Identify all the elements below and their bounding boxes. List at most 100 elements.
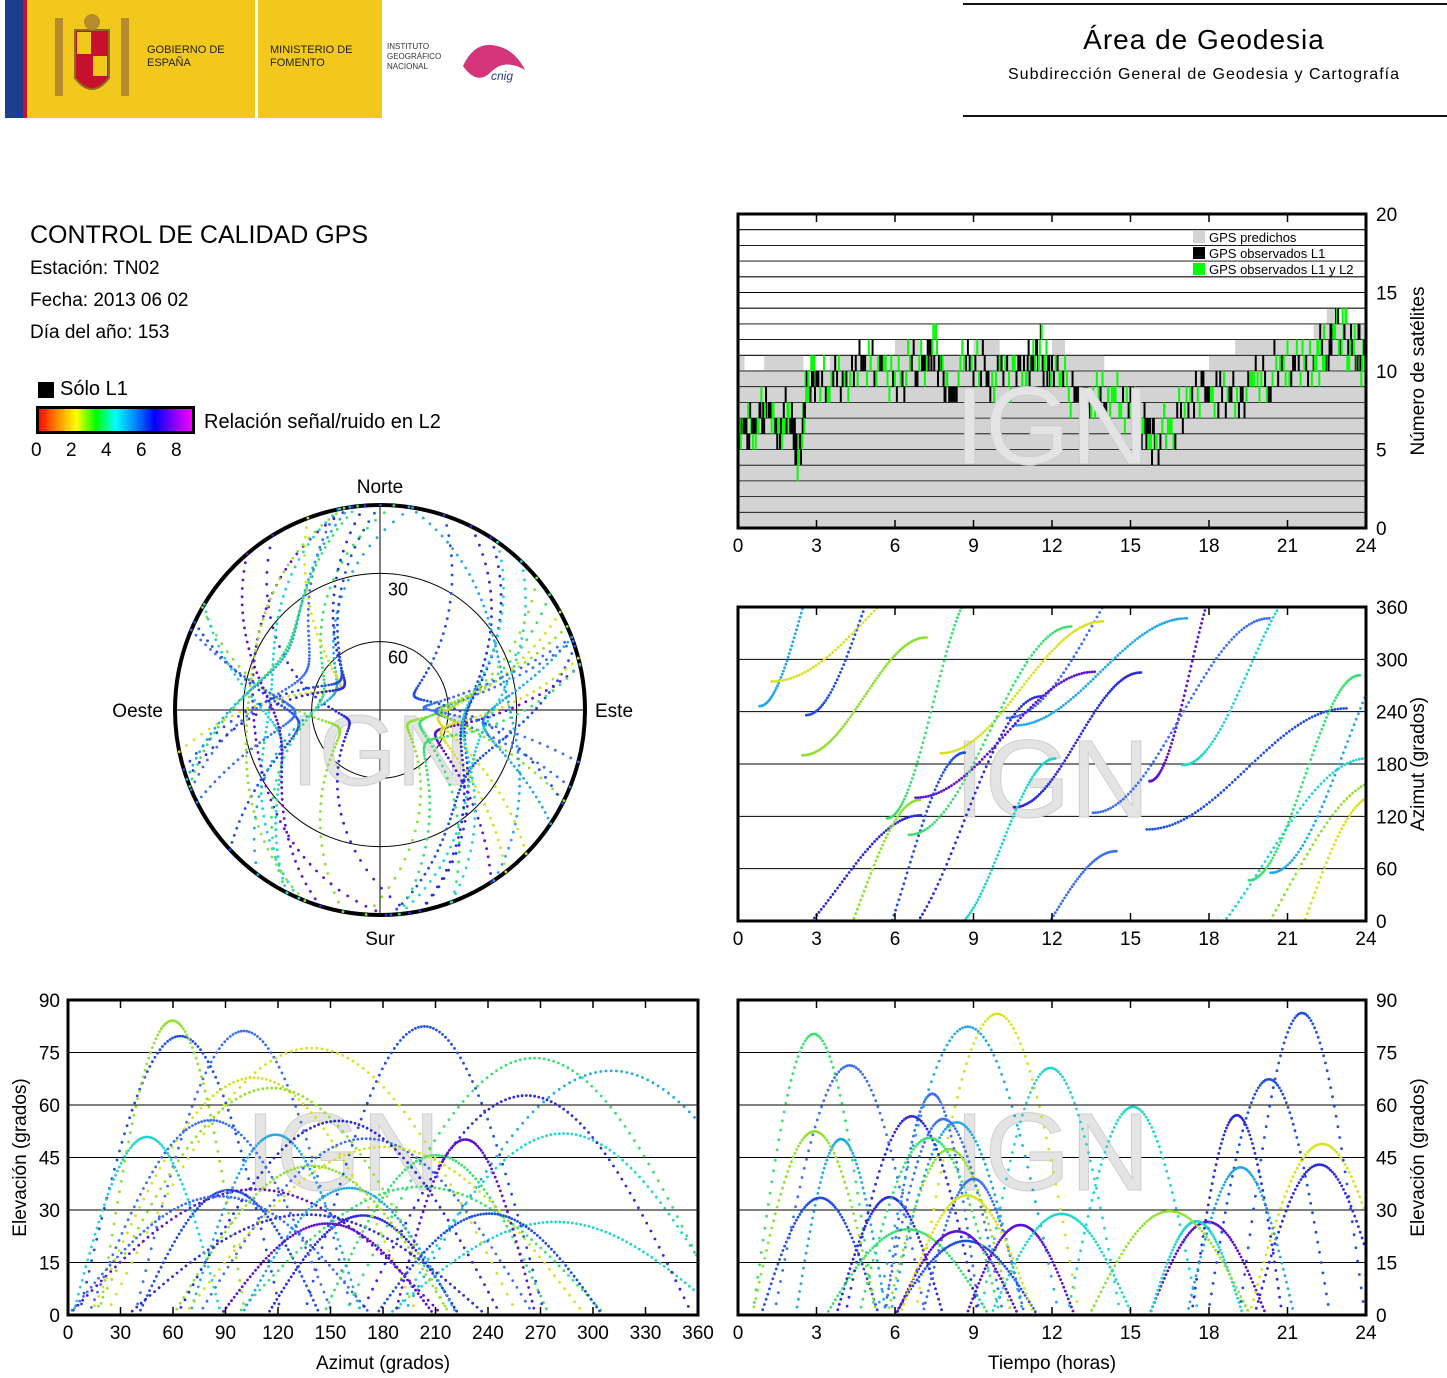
trace-point (301, 596, 305, 600)
trace-point (937, 780, 940, 784)
trace-point (270, 687, 273, 691)
trace-point (683, 1281, 687, 1285)
trace-point (339, 663, 343, 667)
trace-point (85, 1280, 88, 1284)
trace-point (898, 648, 902, 652)
trace-point (1182, 617, 1186, 620)
trace-point (1235, 693, 1239, 697)
trace-point (562, 645, 566, 649)
trace-point (1104, 809, 1107, 812)
trace-point (1062, 638, 1065, 642)
trace-point (1266, 855, 1270, 859)
trace-point (193, 1257, 197, 1261)
trace-point (1034, 796, 1038, 800)
trace-point (1312, 824, 1315, 827)
trace-point (489, 598, 493, 602)
trace-point (458, 883, 461, 887)
trace-point (900, 803, 904, 806)
trace-point (281, 699, 284, 702)
trace-point (1110, 687, 1114, 691)
trace-point (182, 1225, 186, 1229)
trace-point (321, 718, 324, 722)
trace-point (477, 732, 481, 736)
trace-point (314, 695, 317, 699)
trace-point (474, 785, 477, 789)
trace-point (1028, 657, 1031, 660)
trace-point (956, 790, 960, 794)
trace-point (910, 815, 914, 818)
trace-point (872, 609, 876, 613)
trace-point (457, 720, 461, 724)
trace-point (471, 782, 475, 786)
trace-point (209, 1060, 213, 1064)
trace-point (1318, 810, 1322, 813)
trace-point (469, 753, 473, 757)
trace-point (441, 1268, 445, 1271)
trace-point (268, 839, 271, 842)
azimuth-trace (907, 625, 1073, 837)
trace-point (471, 579, 475, 583)
trace-point (1090, 624, 1094, 628)
trace-point (1281, 832, 1285, 836)
trace-point (229, 720, 233, 723)
trace-point (374, 909, 378, 913)
trace-point (345, 1219, 349, 1223)
trace-point (446, 724, 449, 728)
trace-point (456, 757, 459, 760)
trace-point (858, 619, 862, 623)
trace-point (422, 698, 426, 702)
trace-point (483, 839, 487, 843)
trace-point (336, 772, 339, 776)
trace-point (239, 1308, 243, 1312)
trace-point (76, 1303, 80, 1307)
azimuth-trace (1091, 616, 1271, 815)
trace-point (493, 707, 496, 711)
trace-point (487, 688, 491, 691)
trace-point (367, 520, 371, 523)
trace-point (80, 1302, 83, 1306)
trace-point (792, 675, 796, 679)
trace-point (459, 734, 463, 737)
trace-point (307, 536, 311, 540)
trace-point (445, 524, 449, 527)
trace-point (290, 711, 294, 715)
trace-point (241, 695, 245, 699)
trace-point (1145, 630, 1149, 633)
trace-point (1327, 789, 1330, 793)
trace-point (1308, 848, 1312, 851)
trace-point (971, 797, 975, 800)
trace-point (250, 695, 253, 698)
trace-point (346, 1056, 350, 1060)
trace-point (1342, 751, 1345, 755)
trace-point (229, 707, 233, 711)
trace-point (460, 749, 463, 753)
trace-point (477, 791, 480, 794)
trace-point (469, 693, 472, 696)
y-tick-label: 20 (1376, 205, 1397, 226)
trace-point (1022, 792, 1025, 796)
trace-point (476, 759, 480, 762)
trace-point (341, 744, 344, 747)
trace-point (1190, 659, 1194, 663)
trace-point (465, 1195, 469, 1198)
trace-point (1309, 828, 1313, 832)
trace-point (442, 708, 446, 712)
trace-point (498, 550, 502, 553)
trace-point (286, 1248, 290, 1252)
trace-point (275, 848, 279, 852)
trace-point (1048, 652, 1052, 655)
trace-point (163, 1042, 167, 1046)
trace-point (518, 747, 521, 751)
y-tick-label: 300 (1376, 650, 1408, 671)
trace-point (957, 612, 961, 616)
trace-point (1006, 722, 1010, 725)
trace-point (339, 812, 343, 816)
trace-point (1072, 744, 1076, 748)
trace-point (335, 676, 339, 680)
trace-point (305, 1199, 309, 1203)
trace-point (530, 630, 534, 633)
trace-point (303, 899, 307, 903)
trace-point (274, 665, 278, 669)
trace-point (287, 642, 291, 645)
